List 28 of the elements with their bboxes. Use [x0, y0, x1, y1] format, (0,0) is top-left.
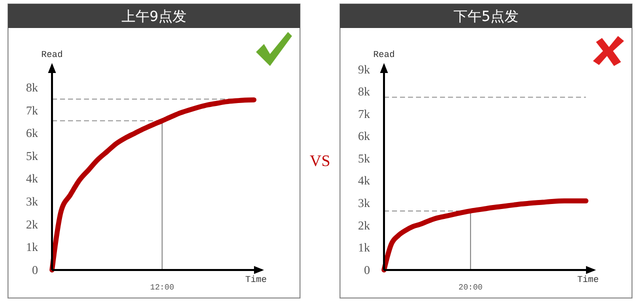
y-tick-label: 3k — [26, 194, 38, 209]
y-tick-label: 8k — [358, 84, 370, 99]
y-tick-label: 3k — [358, 196, 370, 210]
y-tick-label: 1k — [358, 240, 370, 255]
y-tick-label: 5k — [26, 148, 38, 163]
y-axis-title: Read — [41, 50, 63, 60]
y-tick-label: 7k — [26, 103, 38, 118]
y-tick-label: 0 — [364, 262, 370, 277]
y-tick-label: 2k — [358, 218, 370, 232]
chart-title: 下午5点发 — [454, 9, 518, 25]
x-axis-title: Time — [245, 275, 267, 285]
y-tick-label: 9k — [358, 62, 370, 76]
y-tick-label: 7k — [358, 106, 370, 121]
y-tick-label: 2k — [26, 217, 38, 232]
chart-title: 上午9点发 — [122, 9, 186, 25]
y-tick-label: 0 — [32, 262, 38, 277]
y-tick-label: 6k — [26, 126, 38, 140]
x-tick-label: 12:00 — [150, 284, 174, 293]
y-tick-label: 5k — [358, 151, 370, 166]
x-axis-title: Time — [577, 275, 599, 285]
y-tick-label: 8k — [26, 80, 38, 95]
y-tick-label: 1k — [26, 240, 38, 254]
y-axis-title: Read — [373, 50, 395, 60]
y-tick-label: 6k — [358, 129, 370, 144]
y-tick-label: 4k — [26, 172, 38, 186]
x-tick-label: 20:00 — [458, 284, 483, 293]
y-tick-label: 4k — [358, 174, 370, 188]
text: VS — [310, 153, 330, 170]
